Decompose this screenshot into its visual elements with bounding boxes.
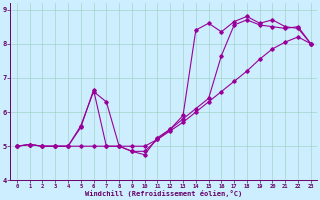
X-axis label: Windchill (Refroidissement éolien,°C): Windchill (Refroidissement éolien,°C): [85, 190, 243, 197]
